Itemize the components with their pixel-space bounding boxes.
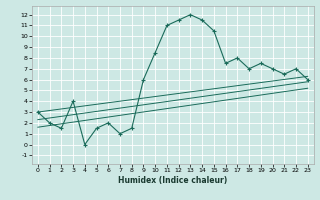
- X-axis label: Humidex (Indice chaleur): Humidex (Indice chaleur): [118, 176, 228, 185]
